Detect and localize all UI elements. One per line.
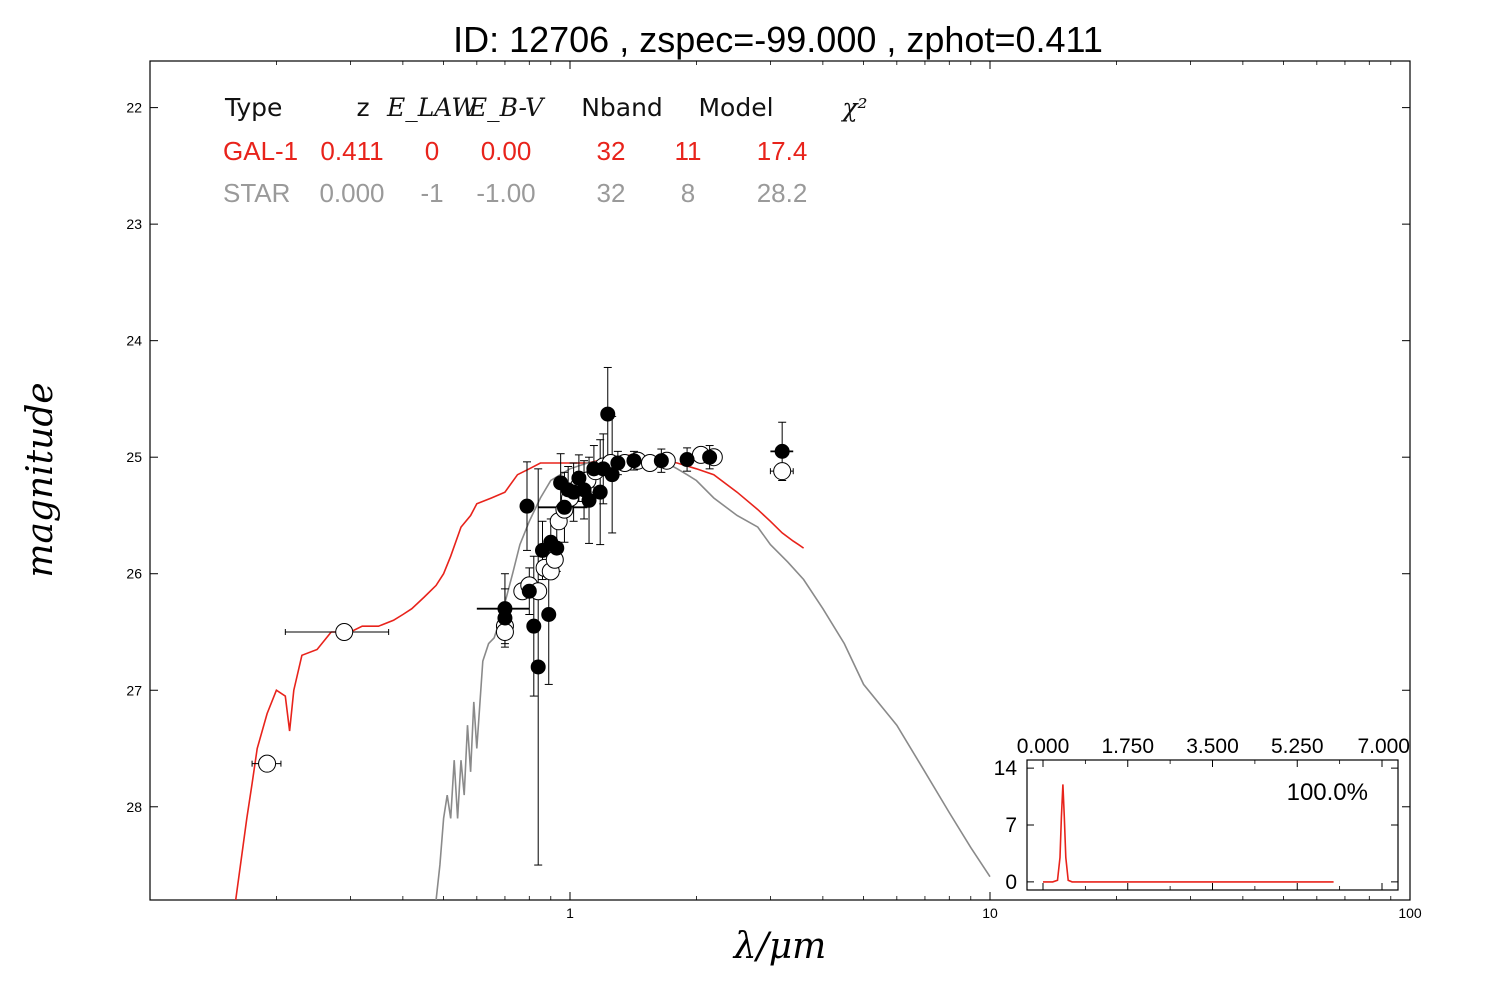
observed-point: [679, 452, 695, 468]
x-tick-label: 100: [1398, 905, 1422, 921]
table-row-star-model: 8: [681, 178, 695, 208]
y-tick-label: 26: [126, 566, 142, 582]
inset-pdz-line: [1043, 784, 1334, 883]
table-row-star-elaw: -1: [420, 178, 443, 208]
inset-x-tick-label: 7.000: [1357, 735, 1410, 758]
y-tick-label: 28: [126, 799, 142, 815]
y-tick-label: 23: [126, 216, 142, 232]
inset-x-tick-label: 1.750: [1101, 735, 1154, 758]
observed-point: [556, 499, 572, 515]
table-row-gal-1-z: 0.411: [320, 136, 383, 166]
table-row-gal-1-ebv: 0.00: [481, 136, 532, 166]
table-header-cell: z: [356, 93, 369, 122]
observed-point: [626, 453, 642, 469]
observed-point: [702, 449, 718, 465]
pdz-inset: 0.000 1.750 3.500 5.250 7.000 0 7 14 100.0%: [994, 735, 1410, 894]
inset-x-tick-label: 0.000: [1017, 735, 1070, 758]
table-row-gal-1-nband: 32: [597, 136, 626, 166]
y-tick-label: 25: [126, 449, 142, 465]
observed-point: [774, 443, 790, 459]
table-row-star-nband: 32: [597, 178, 626, 208]
observed-point: [592, 484, 608, 500]
observed-point: [519, 498, 535, 514]
inset-y-tick-label: 14: [994, 757, 1018, 780]
inset-y-tick-label: 7: [1005, 814, 1017, 837]
table-header-cell: E_B-V: [468, 93, 546, 122]
y-axis-label: magnitude: [20, 382, 61, 577]
series-line-star: [435, 456, 991, 900]
x-axis-label: λ/μm: [732, 926, 826, 967]
y-tick-label: 22: [126, 100, 142, 116]
table-row-star-type: STAR: [223, 178, 290, 208]
table-header-cell: χ²: [840, 93, 867, 122]
inset-probability-label: 100.0%: [1287, 779, 1368, 806]
observed-point: [541, 607, 557, 623]
table-row-gal-1-model: 11: [675, 136, 702, 166]
y-tick-label: 27: [126, 682, 142, 698]
table-row-star-z: 0.000: [319, 178, 384, 208]
observed-point: [581, 492, 597, 508]
plot-frame: [149, 60, 1411, 901]
observed-point: [549, 540, 565, 556]
inset-y-tick-label: 0: [1005, 871, 1017, 894]
table-row-gal-1-elaw: 0: [425, 136, 439, 166]
model-point: [335, 622, 354, 641]
model-point: [495, 622, 514, 641]
observed-point: [600, 406, 616, 422]
model-point: [773, 462, 792, 481]
table-header-cell: Model: [698, 93, 773, 122]
x-tick-label: 1: [566, 905, 574, 921]
observed-point: [497, 610, 513, 626]
observed-point: [521, 583, 537, 599]
observed-point: [653, 453, 669, 469]
observed-point: [530, 659, 546, 675]
model-point: [258, 754, 277, 773]
observed-point: [526, 618, 542, 634]
table-header-cell: Type: [224, 93, 282, 122]
observed-point: [610, 455, 626, 471]
table-row-gal-1-chi2: 17.4: [757, 136, 808, 166]
series-line-gal-1: [234, 454, 805, 900]
table-header-cell: E_LAW: [386, 93, 479, 122]
table-row-star-ebv: -1.00: [476, 178, 535, 208]
table-header-cell: Nband: [581, 93, 663, 122]
chart-title: ID: 12706 , zspec=-99.000 , zphot=0.411: [453, 19, 1103, 60]
table-row-gal-1-type: GAL-1: [223, 136, 298, 166]
y-tick-label: 24: [126, 333, 142, 349]
x-tick-label: 10: [982, 905, 998, 921]
inset-x-tick-label: 3.500: [1186, 735, 1239, 758]
inset-x-tick-label: 5.250: [1271, 735, 1324, 758]
table-row-star-chi2: 28.2: [757, 178, 808, 208]
